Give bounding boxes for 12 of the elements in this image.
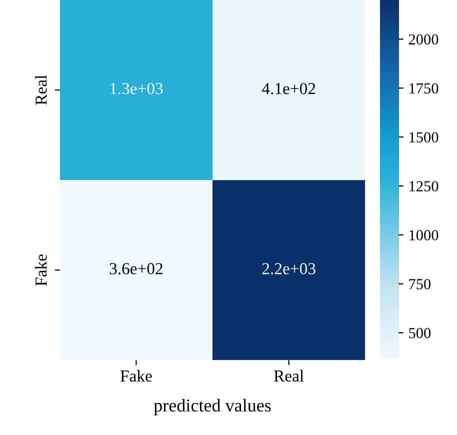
color-bar-label: 750 — [409, 278, 431, 290]
color-bar-label: 1250 — [410, 181, 438, 192]
color-bar-label: 1750 — [410, 83, 438, 94]
color-bar-label: 500 — [409, 328, 431, 338]
x-axis-title: predicted values — [154, 398, 271, 416]
color-bar-label: 1000 — [410, 230, 438, 240]
data-label: 3.6e+02 — [110, 263, 162, 274]
color-bar-label: 2000 — [408, 34, 438, 45]
data-label: 4.1e+02 — [262, 82, 316, 94]
data-label: 2.2e+03 — [262, 263, 316, 274]
color-bar-label: 1500 — [410, 132, 438, 142]
data-label: 1.3e+03 — [110, 82, 163, 94]
